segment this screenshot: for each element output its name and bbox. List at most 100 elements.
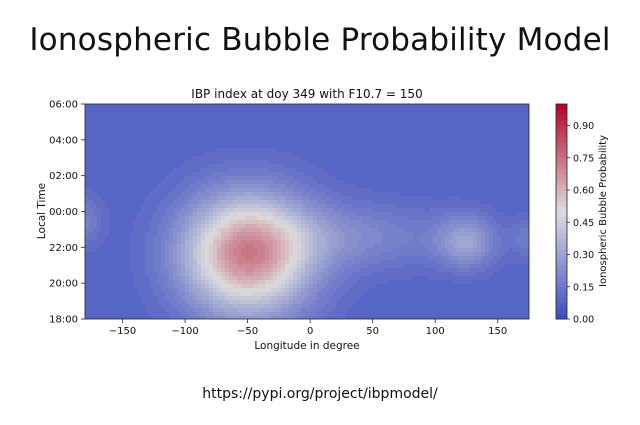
heatmap-cell <box>249 216 254 221</box>
heatmap-cell <box>121 216 126 221</box>
heatmap-cell <box>505 200 510 205</box>
heatmap-cell <box>257 120 262 125</box>
heatmap-cell <box>209 164 214 169</box>
heatmap-cell <box>485 152 490 157</box>
heatmap-cell <box>385 156 390 161</box>
heatmap-cell <box>341 124 346 129</box>
heatmap-cell <box>89 264 94 269</box>
heatmap-cell <box>121 176 126 181</box>
heatmap-cell <box>121 260 126 265</box>
heatmap-cell <box>453 148 458 153</box>
heatmap-cell <box>125 280 130 285</box>
heatmap-cell <box>437 272 442 277</box>
heatmap-cell <box>233 164 238 169</box>
heatmap-cell <box>493 244 498 249</box>
heatmap-cell <box>509 184 514 189</box>
heatmap-cell <box>189 180 194 185</box>
heatmap-cell <box>525 212 529 217</box>
heatmap-cell <box>337 164 342 169</box>
heatmap-cell <box>425 192 430 197</box>
heatmap-cell <box>509 112 514 117</box>
heatmap-cell <box>145 252 150 257</box>
heatmap-cell <box>193 224 198 229</box>
heatmap-cell <box>221 168 226 173</box>
heatmap-cell <box>241 268 246 273</box>
heatmap-cell <box>461 104 466 109</box>
heatmap-cell <box>101 112 106 117</box>
heatmap-cell <box>389 216 394 221</box>
heatmap-cell <box>461 124 466 129</box>
heatmap-cell <box>305 132 310 137</box>
heatmap-cell <box>85 140 90 145</box>
heatmap-cell <box>313 148 318 153</box>
heatmap-cell <box>169 244 174 249</box>
heatmap-cell <box>413 272 418 277</box>
heatmap-cell <box>397 164 402 169</box>
heatmap-cell <box>149 220 154 225</box>
heatmap-cell <box>265 248 270 253</box>
heatmap-cell <box>277 204 282 209</box>
heatmap-cell <box>161 276 166 281</box>
heatmap-cell <box>189 192 194 197</box>
heatmap-cell <box>213 280 218 285</box>
heatmap-cell <box>513 228 518 233</box>
heatmap-cell <box>477 112 482 117</box>
heatmap-cell <box>145 116 150 121</box>
heatmap-cell <box>477 156 482 161</box>
heatmap-cell <box>341 268 346 273</box>
heatmap-cell <box>397 168 402 173</box>
heatmap-cell <box>381 188 386 193</box>
heatmap-cell <box>461 272 466 277</box>
heatmap-cell <box>353 260 358 265</box>
heatmap-cell <box>365 180 370 185</box>
heatmap-cell <box>261 152 266 157</box>
heatmap-cell <box>493 136 498 141</box>
heatmap-cell <box>405 208 410 213</box>
heatmap-cell <box>149 148 154 153</box>
heatmap-cell <box>97 260 102 265</box>
heatmap-cell <box>321 188 326 193</box>
heatmap-cell <box>301 108 306 113</box>
heatmap-cell <box>373 256 378 261</box>
heatmap-cell <box>457 204 462 209</box>
heatmap-cell <box>329 236 334 241</box>
heatmap-cell <box>313 104 318 109</box>
heatmap-cell <box>401 252 406 257</box>
heatmap-cell <box>125 144 130 149</box>
heatmap-cell <box>481 248 486 253</box>
heatmap-cell <box>109 180 114 185</box>
heatmap-cell <box>325 156 330 161</box>
heatmap-cell <box>157 276 162 281</box>
heatmap-cell <box>297 128 302 133</box>
heatmap-cell <box>129 256 134 261</box>
heatmap-cell <box>505 196 510 201</box>
heatmap-cell <box>281 192 286 197</box>
heatmap-cell <box>313 156 318 161</box>
heatmap-cell <box>205 276 210 281</box>
heatmap-cell <box>305 232 310 237</box>
heatmap-cell <box>425 252 430 257</box>
heatmap-cell <box>501 244 506 249</box>
heatmap-cell <box>205 244 210 249</box>
heatmap-cell <box>433 148 438 153</box>
heatmap-cell <box>401 120 406 125</box>
heatmap-cell <box>97 132 102 137</box>
heatmap-cell <box>273 208 278 213</box>
heatmap-cell <box>237 208 242 213</box>
heatmap-cell <box>361 148 366 153</box>
heatmap-cell <box>353 112 358 117</box>
heatmap-cell <box>181 268 186 273</box>
heatmap-cell <box>153 192 158 197</box>
heatmap-cell <box>93 180 98 185</box>
heatmap-cell <box>325 132 330 137</box>
heatmap-cell <box>405 252 410 257</box>
heatmap-cell <box>337 280 342 285</box>
heatmap-cell <box>489 136 494 141</box>
heatmap-cell <box>181 192 186 197</box>
heatmap-cell <box>149 156 154 161</box>
heatmap-cell <box>213 116 218 121</box>
heatmap-cell <box>493 188 498 193</box>
heatmap-cell <box>297 168 302 173</box>
heatmap-cell <box>497 172 502 177</box>
heatmap-cell <box>281 136 286 141</box>
